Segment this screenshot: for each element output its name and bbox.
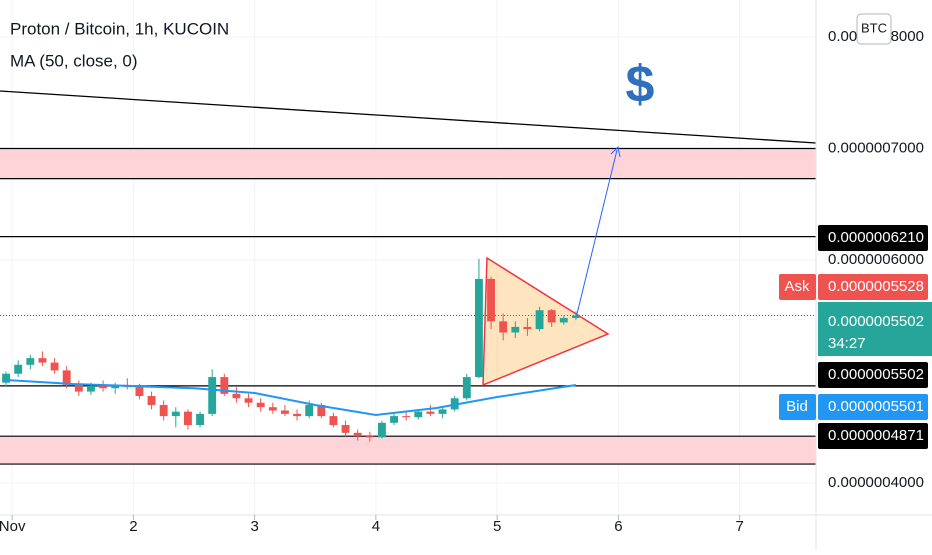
candle-body	[414, 411, 423, 418]
candle-body	[256, 402, 265, 408]
candle-body	[159, 404, 168, 417]
candle-body	[2, 373, 11, 383]
candle-body	[511, 326, 520, 333]
x-tick-label: 6	[614, 518, 622, 535]
candle-body	[280, 410, 289, 414]
x-tick-label: 7	[735, 518, 743, 535]
close-label: 0.0000005502	[828, 366, 924, 383]
bid-label-box	[818, 394, 928, 420]
last-box	[818, 302, 932, 356]
candle-body	[135, 387, 144, 397]
x-tick-label: 4	[372, 518, 380, 535]
zone	[0, 148, 816, 179]
candle-body	[365, 436, 374, 438]
trend-line	[0, 90, 817, 144]
y-tick-label: 0.0000006000	[828, 251, 924, 268]
candle-body	[523, 326, 532, 330]
candle-body	[293, 413, 301, 417]
arrow-line	[575, 149, 618, 319]
level-label: 0.0000004871	[828, 427, 924, 444]
candle-body	[402, 416, 411, 418]
candle-body	[438, 409, 447, 414]
candle-body	[487, 278, 495, 322]
chart-title: Proton / Bitcoin, 1h, KUCOIN	[10, 19, 229, 38]
candle-body	[268, 407, 277, 411]
candle-body	[62, 370, 71, 385]
y-tick-label: 0.0000007000	[828, 139, 924, 156]
ask-name: Ask	[784, 278, 810, 295]
candle-body	[244, 398, 253, 403]
y-tick-label: 0.0000004000	[828, 474, 924, 491]
candle-body	[305, 404, 314, 417]
indicator-label: MA (50, close, 0)	[10, 51, 138, 70]
candle-body	[547, 310, 556, 323]
candle-body	[462, 377, 471, 399]
candle-body	[317, 404, 326, 417]
triangle-pattern	[482, 256, 610, 387]
candle-body	[232, 393, 241, 399]
candle-body	[220, 377, 229, 394]
level-label-box	[818, 225, 928, 251]
candle-body	[14, 364, 23, 374]
arrow-head	[610, 145, 621, 158]
ask-label: 0.0000005528	[828, 278, 924, 295]
candle-body	[426, 411, 435, 414]
ask-label-box	[818, 274, 928, 300]
candle-body	[474, 278, 483, 378]
candle-body	[341, 425, 350, 433]
candle-body	[535, 310, 544, 330]
candle-body	[390, 416, 398, 423]
bid-tag	[779, 394, 816, 420]
candle-body	[86, 385, 95, 392]
annotation: $	[626, 56, 655, 114]
ask-tag	[779, 274, 816, 300]
candle-body	[147, 396, 156, 405]
level-label-box	[818, 423, 928, 449]
currency: BTC	[861, 20, 887, 35]
candle-body	[183, 411, 192, 426]
candle-body	[329, 416, 338, 426]
candle-body	[196, 413, 204, 426]
x-tick-label: 2	[129, 518, 137, 535]
ma-line	[6, 378, 577, 416]
candle-body	[377, 422, 386, 438]
candle-body	[353, 432, 362, 437]
currency-badge	[856, 13, 892, 45]
candle-body	[171, 411, 180, 417]
last-label: 0.0000005502	[828, 313, 924, 330]
candle-body	[208, 377, 217, 414]
candle-body	[74, 384, 83, 392]
candle-body	[559, 317, 568, 323]
plot: $	[0, 0, 817, 515]
x-tick-label: Nov	[0, 518, 26, 535]
candle-body	[38, 358, 47, 363]
bid-name: Bid	[786, 398, 808, 415]
bid-label: 0.0000005501	[828, 398, 924, 415]
close-label-box	[818, 362, 928, 388]
candle-body	[99, 385, 108, 389]
x-tick-label: 3	[250, 518, 258, 535]
candle-body	[50, 362, 59, 371]
countdown: 34:27	[828, 335, 866, 352]
candle-body	[26, 358, 35, 365]
candle-body	[111, 384, 120, 389]
candle-body	[499, 321, 508, 333]
candle-body	[571, 315, 580, 318]
x-tick-label: 5	[493, 518, 501, 535]
zone	[0, 436, 816, 465]
level-label: 0.0000006210	[828, 229, 924, 246]
